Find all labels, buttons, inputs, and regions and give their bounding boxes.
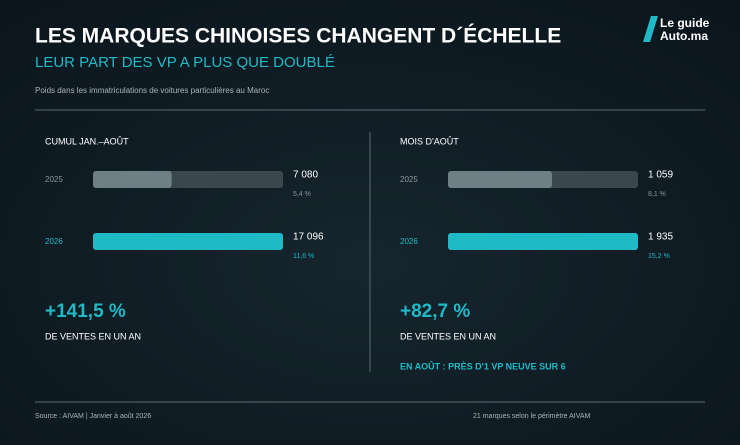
year-label: 2026 xyxy=(45,237,63,246)
logo-text: Le guide xyxy=(660,16,710,30)
panel-title: CUMUL JAN.–AOÛT xyxy=(45,136,129,146)
change: +141,5 % xyxy=(45,301,126,322)
footer-note: 21 marques selon le périmètre AIVAM xyxy=(473,413,591,420)
footnote: EN AOÛT : PRÈS D'1 VP NEUVE SUR 6 xyxy=(400,360,566,371)
logo-text: Auto.ma xyxy=(660,29,708,43)
source: Source : AIVAM | Janvier à août 2026 xyxy=(35,413,151,420)
change-caption: DE VENTES EN UN AN xyxy=(45,331,141,341)
year-label: 2025 xyxy=(400,175,418,184)
value-label: 1 059 xyxy=(648,170,673,181)
share-label: 11,6 % xyxy=(293,253,314,260)
logo-mark xyxy=(643,16,658,42)
subtitle: LEUR PART DES VP A PLUS QUE DOUBLÉ xyxy=(35,54,335,71)
value-label: 17 096 xyxy=(293,232,324,243)
share-label: 15,2 % xyxy=(648,253,670,260)
bar xyxy=(448,171,552,188)
note: Poids dans les immatriculations de voitu… xyxy=(35,86,269,95)
bar xyxy=(448,233,638,250)
title: LES MARQUES CHINOISES CHANGENT D´ÉCHELLE xyxy=(35,25,561,48)
year-label: 2025 xyxy=(45,175,63,184)
value-label: 7 080 xyxy=(293,170,318,181)
panel-title: MOIS D'AOÛT xyxy=(400,136,459,146)
share-label: 8,1 % xyxy=(648,191,666,198)
bar xyxy=(93,233,283,250)
share-label: 5,4 % xyxy=(293,191,311,198)
value-label: 1 935 xyxy=(648,232,673,243)
change: +82,7 % xyxy=(400,301,470,322)
change-caption: DE VENTES EN UN AN xyxy=(400,331,496,341)
year-label: 2026 xyxy=(400,237,418,246)
bar xyxy=(93,171,172,188)
